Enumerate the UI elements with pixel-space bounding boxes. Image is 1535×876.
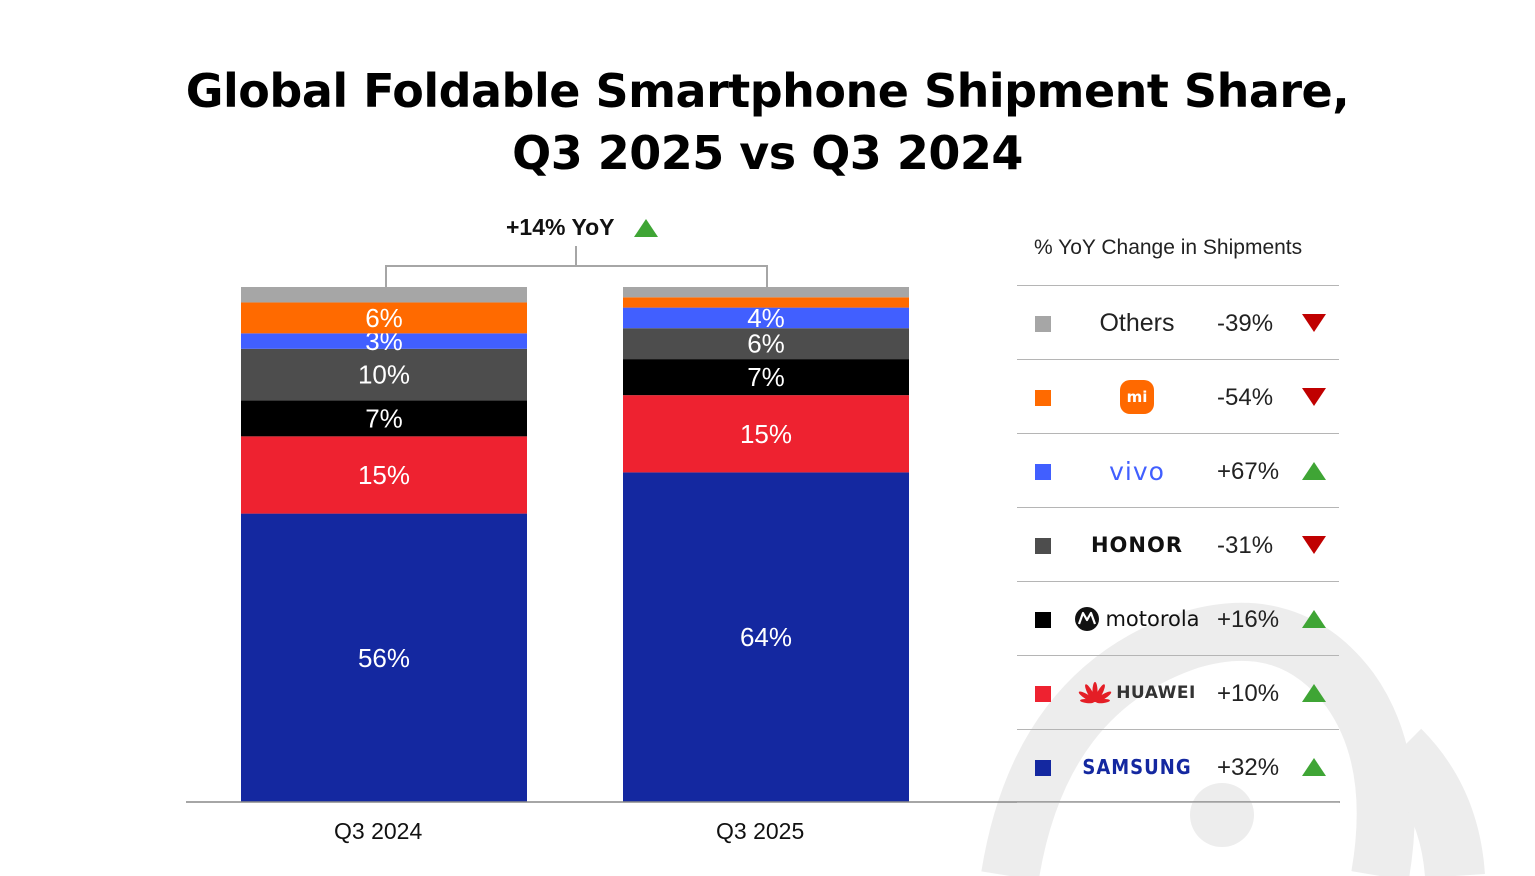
- bar-segment-honor-0: [241, 348, 527, 401]
- data-label-huawei-1: 15%: [740, 419, 792, 449]
- legend-swatch: [1035, 390, 1051, 406]
- data-label-huawei-0: 15%: [358, 460, 410, 490]
- up-arrow-icon: [1302, 758, 1326, 776]
- legend-change: +16%: [1217, 606, 1280, 633]
- brand-others: Others: [1069, 286, 1205, 360]
- bar-segment-honor-1: [623, 328, 909, 360]
- bar-segment-samsung-1: [623, 472, 909, 802]
- honor-logo-text: HONOR: [1090, 533, 1184, 557]
- data-label-honor-0: 10%: [358, 360, 410, 390]
- legend-swatch: [1035, 760, 1051, 776]
- motorola-logo: motorola: [1069, 582, 1205, 656]
- huawei-logo: HUAWEI: [1069, 656, 1205, 730]
- bar-segment-huawei-1: [623, 395, 909, 473]
- bar-segment-vivo-1: [623, 307, 909, 329]
- data-label-motorola-1: 7%: [747, 362, 785, 392]
- bar-segment-others-0: [241, 287, 527, 303]
- legend-change: +67%: [1217, 458, 1280, 485]
- legend-swatch: [1035, 316, 1051, 332]
- down-arrow-icon: [1302, 536, 1326, 554]
- xiaomi-logo-badge: mi: [1120, 380, 1154, 414]
- legend-change: +10%: [1217, 680, 1280, 707]
- bars-group: 56%15%7%10%3%6%64%15%7%6%4%: [241, 287, 909, 802]
- data-label-motorola-0: 7%: [365, 403, 403, 433]
- samsung-logo: SAMSUNG: [1069, 730, 1205, 804]
- x-tick-label-q3-2025: Q3 2025: [716, 818, 805, 844]
- legend-swatch: [1035, 612, 1051, 628]
- xiaomi-logo: mi: [1069, 360, 1205, 434]
- yoy-up-arrow-icon: [634, 219, 658, 237]
- legend-row-xiaomi: mi -54%: [1017, 359, 1339, 434]
- legend-row-others: Others -39%: [1017, 285, 1339, 360]
- legend-bottom-border: [1017, 802, 1339, 803]
- legend-row-samsung: SAMSUNG +32%: [1017, 729, 1339, 804]
- brand-label-others: Others: [1099, 308, 1175, 337]
- data-label-vivo-1: 4%: [747, 303, 785, 333]
- motorola-logo-text: motorola: [1105, 607, 1200, 631]
- legend-row-motorola: motorola +16%: [1017, 581, 1339, 656]
- huawei-flower-icon: [1078, 682, 1112, 704]
- data-label-mi-0: 6%: [365, 303, 403, 333]
- motorola-batwing-icon: [1075, 607, 1100, 631]
- chart-title: Global Foldable Smartphone Shipment Shar…: [0, 60, 1535, 184]
- down-arrow-icon: [1302, 388, 1326, 406]
- legend-change: -39%: [1217, 310, 1274, 337]
- data-label-samsung-1: 64%: [740, 622, 792, 652]
- samsung-logo-text: SAMSUNG: [1082, 754, 1192, 780]
- huawei-logo-text: HUAWEI: [1116, 683, 1196, 703]
- legend-row-honor: HONOR -31%: [1017, 507, 1339, 582]
- bar-segment-huawei-0: [241, 436, 527, 514]
- data-label-honor-1: 6%: [747, 329, 785, 359]
- data-label-samsung-0: 56%: [358, 643, 410, 673]
- bar-segment-vivo-0: [241, 333, 527, 349]
- legend-header: % YoY Change in Shipments: [1034, 236, 1303, 259]
- legend-swatch: [1035, 538, 1051, 554]
- legend-swatch: [1035, 464, 1051, 480]
- chart-title-line2: Q3 2025 vs Q3 2024: [512, 126, 1023, 180]
- xiaomi-logo-text: mi: [1126, 388, 1148, 406]
- up-arrow-icon: [1302, 684, 1326, 702]
- x-tick-label-q3-2024: Q3 2024: [334, 818, 423, 844]
- vivo-logo-text: vivo: [1109, 456, 1165, 486]
- bar-segment-samsung-0: [241, 513, 527, 802]
- down-arrow-icon: [1302, 314, 1326, 332]
- bar-segment-others-1: [623, 287, 909, 298]
- vivo-logo: vivo: [1069, 434, 1205, 508]
- bar-segment-mi-1: [623, 297, 909, 308]
- yoy-label: +14% YoY: [506, 214, 615, 240]
- legend-swatch: [1035, 686, 1051, 702]
- legend-change: -31%: [1217, 532, 1274, 559]
- honor-logo: HONOR: [1069, 508, 1205, 582]
- bar-segment-motorola-0: [241, 400, 527, 437]
- up-arrow-icon: [1302, 610, 1326, 628]
- chart-title-line1: Global Foldable Smartphone Shipment Shar…: [185, 64, 1350, 118]
- legend-change: -54%: [1217, 384, 1274, 411]
- bar-segment-mi-0: [241, 302, 527, 334]
- up-arrow-icon: [1302, 462, 1326, 480]
- bar-segment-motorola-1: [623, 359, 909, 396]
- yoy-bracket: [385, 246, 768, 288]
- legend-row-vivo: vivo +67%: [1017, 433, 1339, 508]
- legend-row-huawei: HUAWEI +10%: [1017, 655, 1339, 730]
- legend-change: +32%: [1217, 754, 1280, 781]
